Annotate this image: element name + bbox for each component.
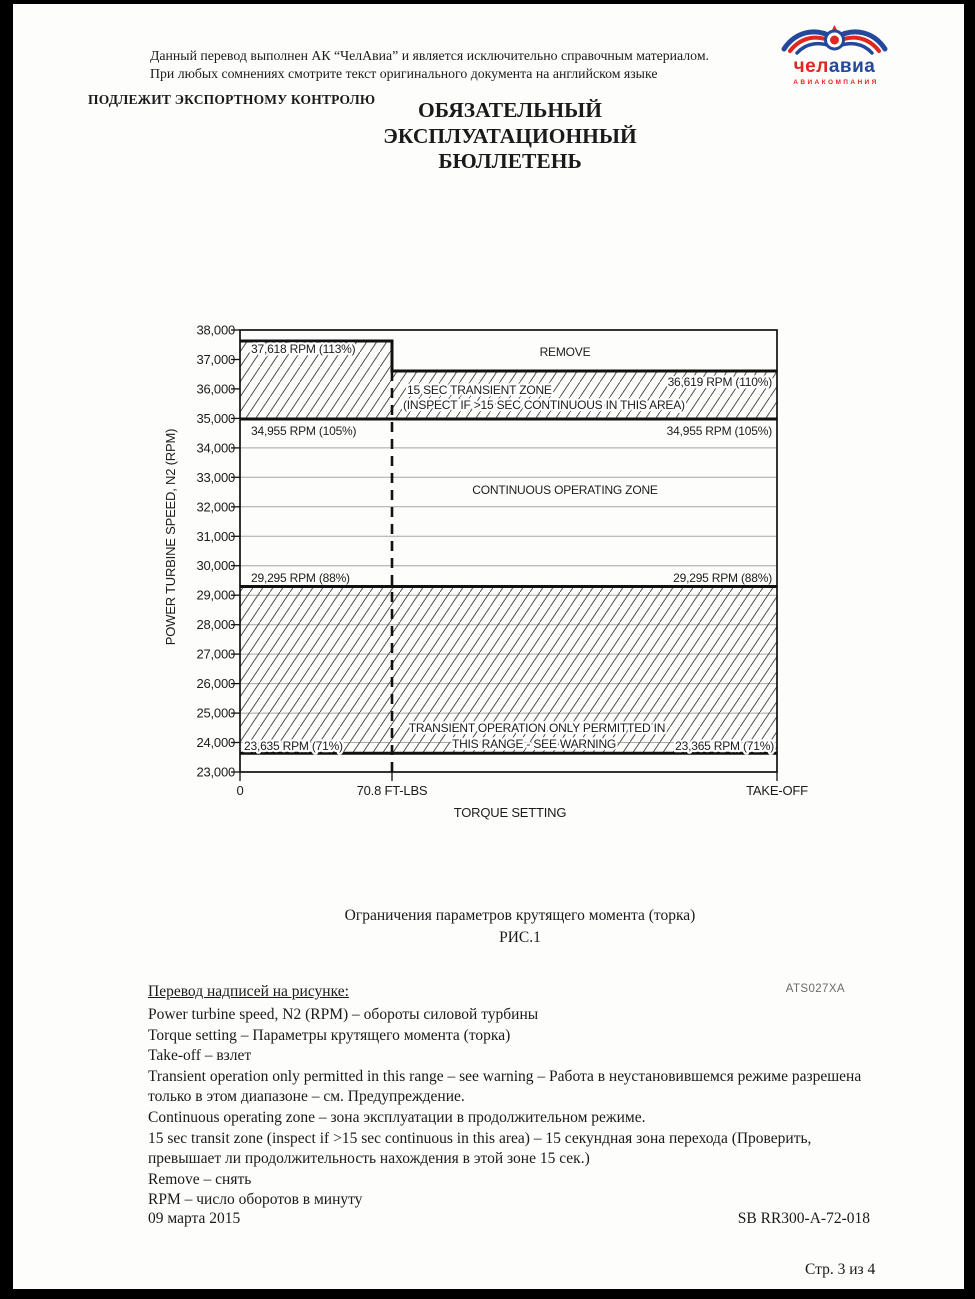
document-title: ОБЯЗАТЕЛЬНЫЙ ЭКСПЛУАТАЦИОННЫЙ БЮЛЛЕТЕНЬ [330, 98, 690, 175]
limit-label-36619: 36,619 RPM (110%) [668, 375, 773, 389]
translation-line: только в этом диапазоне – см. Предупрежд… [148, 1088, 465, 1106]
ytick-36000: 36,000 [196, 381, 235, 396]
torque-limits-chart: 38,000 37,000 36,000 35,000 34,000 33,00… [160, 322, 820, 832]
ytick-33000: 33,000 [196, 470, 235, 485]
y-axis-title: POWER TURBINE SPEED, N2 (RPM) [163, 429, 178, 645]
x-axis-ticks [239, 772, 778, 781]
document-date: 09 марта 2015 [148, 1210, 241, 1227]
scan-border-left [0, 0, 13, 1299]
logo-brand-red: чел [794, 56, 829, 77]
translation-line: Continuous operating zone – зона эксплуа… [148, 1108, 646, 1126]
translation-line: Torque setting – Параметры крутящего мом… [148, 1026, 511, 1044]
ytick-27000: 27,000 [196, 647, 235, 662]
limit-label-34955-left: 34,955 RPM (105%) [251, 424, 357, 438]
plot-border [239, 329, 778, 773]
translation-list: Power turbine speed, N2 (RPM) – обороты … [148, 1005, 948, 1211]
zone-label-lower-line1: TRANSIENT OPERATION ONLY PERMITTED IN [409, 721, 665, 735]
chelavia-logo: челавиа АВИАКОМПАНИЯ [777, 24, 892, 95]
hatch-zone-lower-transient [240, 586, 777, 754]
x-axis-title: TORQUE SETTING [454, 805, 567, 820]
ytick-29000: 29,000 [196, 588, 235, 603]
hatch-zone-upper-left [240, 341, 392, 419]
scan-border-bottom [0, 1289, 975, 1299]
ytick-32000: 32,000 [196, 499, 235, 514]
limit-label-34955-right: 34,955 RPM (105%) [667, 424, 773, 438]
ytick-23000: 23,000 [196, 765, 235, 780]
figure-reference-code: ATS027XA [785, 983, 845, 995]
title-line-3: БЮЛЛЕТЕНЬ [438, 149, 582, 173]
disclaimer-line-2: При любых сомнениях смотрите текст ориги… [150, 66, 658, 81]
xtick-70-8-ftlbs: 70.8 FT-LBS [357, 783, 428, 798]
ytick-25000: 25,000 [196, 706, 235, 721]
export-control-notice: ПОДЛЕЖИТ ЭКСПОРТНОМУ КОНТРОЛЮ [88, 92, 376, 107]
translation-line: Transient operation only permitted in th… [148, 1067, 862, 1085]
translation-line: RPM – число оборотов в минуту [148, 1191, 363, 1209]
zone-label-continuous: CONTINUOUS OPERATING ZONE [472, 483, 658, 497]
limit-label-37618: 37,618 RPM (113%) [251, 342, 356, 356]
y-axis-ticks [231, 329, 240, 773]
zone-label-15sec-line1: 15 SEC TRANSIENT ZONE [407, 383, 552, 397]
page-number: Стр. 3 из 4 [805, 1261, 876, 1278]
limit-label-29295-right: 29,295 RPM (88%) [673, 571, 772, 585]
ytick-30000: 30,000 [196, 558, 235, 573]
scan-border-top [0, 0, 975, 4]
ytick-37000: 37,000 [196, 352, 235, 367]
translation-line: Power turbine speed, N2 (RPM) – обороты … [148, 1006, 539, 1023]
logo-subtitle: АВИАКОМПАНИЯ [793, 79, 878, 86]
limit-label-23635-left: 23,635 RPM (71%) [244, 739, 343, 753]
figure-caption-text: Ограничения параметров крутящего момента… [344, 907, 696, 924]
ytick-26000: 26,000 [196, 676, 235, 691]
limit-lines [240, 339, 777, 755]
translation-disclaimer: Данный перевод выполнен АК “ЧелАвиа” и я… [150, 47, 750, 83]
ytick-38000: 38,000 [196, 323, 235, 338]
airline-logo-icon: челавиа АВИАКОМПАНИЯ [781, 25, 888, 86]
limit-label-29295-left: 29,295 RPM (88%) [251, 571, 350, 585]
hatch-zone-15sec-transient [392, 371, 777, 419]
translation-line: Take-off – взлет [148, 1047, 252, 1065]
title-line-2: ЭКСПЛУАТАЦИОННЫЙ [383, 123, 637, 148]
limit-label-23365-right: 23,365 RPM (71%) [675, 739, 774, 753]
service-bulletin-number: SB RR300-A-72-018 [737, 1210, 870, 1227]
figure-caption: Ограничения параметров крутящего момента… [240, 905, 800, 949]
xtick-takeoff: TAKE-OFF [746, 783, 808, 798]
xtick-0: 0 [236, 783, 243, 798]
ytick-28000: 28,000 [196, 617, 235, 632]
translation-line: 15 sec transit zone (inspect if >15 sec … [148, 1129, 812, 1147]
translation-line: превышает ли продолжительность нахождени… [148, 1150, 590, 1168]
logo-brand-blue: авиа [829, 56, 876, 77]
scan-border-right [964, 0, 975, 1299]
figure-number: РИС.1 [499, 929, 541, 946]
translation-list-heading: Перевод надписей на рисунке: [148, 983, 349, 1000]
disclaimer-line-1: Данный перевод выполнен АК “ЧелАвиа” и я… [150, 48, 709, 63]
translation-line: Remove – снять [148, 1170, 252, 1188]
ytick-34000: 34,000 [196, 440, 235, 455]
ytick-31000: 31,000 [196, 529, 235, 544]
zone-label-remove: REMOVE [540, 345, 591, 359]
logo-brand-text: челавиа [794, 56, 876, 77]
ytick-35000: 35,000 [196, 411, 235, 426]
ytick-24000: 24,000 [196, 735, 235, 750]
y-axis-tick-labels: 38,000 37,000 36,000 35,000 34,000 33,00… [196, 323, 235, 780]
zone-label-15sec-line2: (INSPECT IF >15 SEC CONTINUOUS IN THIS A… [403, 398, 685, 412]
title-line-1: ОБЯЗАТЕЛЬНЫЙ [418, 98, 602, 122]
zone-label-lower-line2: THIS RANGE - SEE WARNING [452, 737, 616, 751]
